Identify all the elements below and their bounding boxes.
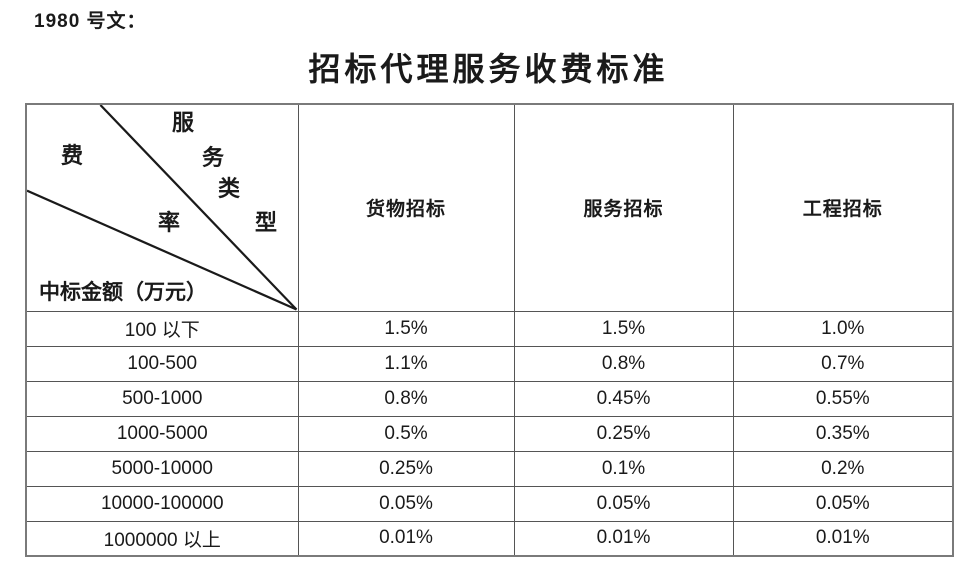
row-label: 100-500: [25, 345, 299, 382]
corner-amount-label: 中标金额（万元）: [39, 279, 207, 304]
fee-standard-table: 费 率 服 务 类 型 中标金额（万元） 货物招标 服务招标 工程招标 100 …: [25, 103, 954, 557]
rate-value: 0.7%: [732, 345, 954, 382]
rate-value: 0.01%: [732, 520, 954, 557]
rate-value: 0.5%: [297, 415, 515, 452]
rate-value: 0.8%: [297, 380, 515, 417]
rate-value: 0.01%: [513, 520, 734, 557]
column-header-goods: 货物招标: [297, 103, 515, 312]
rate-value: 1.0%: [732, 310, 954, 347]
corner-fee-char: 费: [60, 143, 84, 168]
rate-value: 0.55%: [732, 380, 954, 417]
corner-type-char: 型: [254, 210, 278, 235]
corner-type-char: 类: [217, 176, 241, 201]
rate-value: 1.5%: [513, 310, 734, 347]
corner-type-char: 服: [171, 110, 195, 135]
row-label: 100 以下: [25, 310, 299, 347]
rate-value: 0.2%: [732, 450, 954, 487]
rate-value: 0.01%: [297, 520, 515, 557]
table-row: 500-1000 0.8% 0.45% 0.55%: [25, 380, 954, 417]
rate-value: 0.25%: [297, 450, 515, 487]
diagonal-lines: [27, 105, 298, 311]
rate-value: 1.1%: [297, 345, 515, 382]
row-label: 10000-100000: [25, 485, 299, 522]
rate-value: 0.35%: [732, 415, 954, 452]
corner-fee-char: 率: [157, 210, 181, 235]
document-ref-label: 1980 号文：: [34, 11, 147, 32]
corner-type-char: 务: [201, 145, 225, 170]
table-row: 100 以下 1.5% 1.5% 1.0%: [25, 310, 954, 347]
table-header-row: 费 率 服 务 类 型 中标金额（万元） 货物招标 服务招标 工程招标: [25, 103, 954, 312]
row-label: 5000-10000: [25, 450, 299, 487]
table-row: 10000-100000 0.05% 0.05% 0.05%: [25, 485, 954, 522]
rate-value: 0.05%: [732, 485, 954, 522]
rate-value: 0.05%: [513, 485, 734, 522]
row-label: 500-1000: [25, 380, 299, 417]
column-header-service: 服务招标: [513, 103, 734, 312]
rate-value: 0.45%: [513, 380, 734, 417]
rate-value: 0.25%: [513, 415, 734, 452]
rate-value: 0.8%: [513, 345, 734, 382]
rate-value: 0.1%: [513, 450, 734, 487]
rate-value: 1.5%: [297, 310, 515, 347]
page-title: 招标代理服务收费标准: [308, 51, 669, 87]
table-row: 1000-5000 0.5% 0.25% 0.35%: [25, 415, 954, 452]
row-label: 1000000 以上: [25, 520, 299, 557]
row-label: 1000-5000: [25, 415, 299, 452]
diagonal-corner-cell: 费 率 服 务 类 型 中标金额（万元）: [25, 103, 299, 312]
table-row: 100-500 1.1% 0.8% 0.7%: [25, 345, 954, 382]
rate-value: 0.05%: [297, 485, 515, 522]
table-row: 5000-10000 0.25% 0.1% 0.2%: [25, 450, 954, 487]
column-header-engineering: 工程招标: [732, 103, 954, 312]
table-row: 1000000 以上 0.01% 0.01% 0.01%: [25, 520, 954, 557]
